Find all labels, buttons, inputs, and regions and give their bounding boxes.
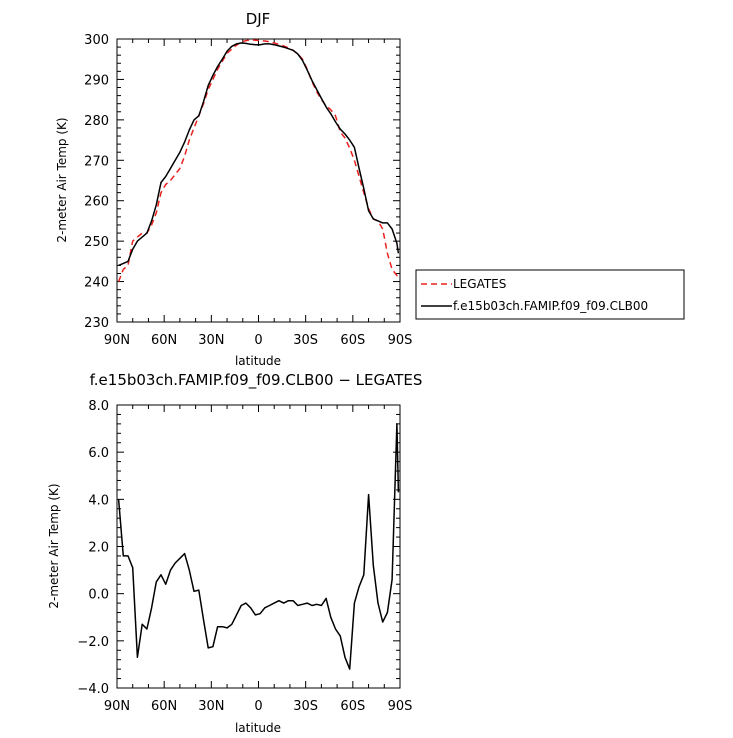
top-chart-series <box>117 39 400 282</box>
top-chart-series-line-1 <box>118 42 400 267</box>
bottom-chart-y-ticks: −4.0 −2.0 0.0 2.0 4.0 6.0 8.0 <box>77 399 400 697</box>
top-chart-x-tick-label: 0 <box>254 333 262 348</box>
top-chart-title: DJF <box>246 10 271 28</box>
bottom-chart-y-tick-label: −4.0 <box>77 682 109 697</box>
bottom-chart-x-tick-label: 60S <box>340 699 365 714</box>
top-chart-y-tick-label: 270 <box>84 154 109 169</box>
top-chart-x-tick-label: 90S <box>388 333 413 348</box>
top-chart-x-tick-label: 60N <box>151 333 177 348</box>
bottom-chart-y-tick-label: 4.0 <box>88 493 109 508</box>
bottom-chart-y-tick-label: 0.0 <box>88 588 109 603</box>
top-chart-y-tick-label: 280 <box>84 114 109 129</box>
bottom-chart-y-axis-label: 2-meter Air Temp (K) <box>47 483 61 608</box>
bottom-chart-x-tick-label: 30N <box>198 699 224 714</box>
bottom-chart-y-tick-label: 2.0 <box>88 541 109 556</box>
bottom-chart-title: f.e15b03ch.FAMIP.f09_f09.CLB00 − LEGATES <box>90 371 423 390</box>
bottom-chart-y-tick-label: 8.0 <box>88 399 109 414</box>
bottom-chart-y-tick-label: 6.0 <box>88 446 109 461</box>
top-chart-x-ticks: 90N 60N 30N 0 30S 60S 90S <box>104 39 413 348</box>
top-chart-x-tick-label: 90N <box>104 333 130 348</box>
top-chart-x-axis-label: latitude <box>235 354 281 368</box>
top-chart-frame <box>116 38 401 323</box>
bottom-chart-x-tick-label: 60N <box>151 699 177 714</box>
bottom-chart-x-tick-label: 0 <box>254 699 262 714</box>
bottom-chart-x-ticks: 90N 60N 30N 0 30S 60S 90S <box>104 405 413 714</box>
bottom-chart-x-axis-label: latitude <box>235 721 281 735</box>
top-chart-y-tick-label: 260 <box>84 195 109 210</box>
top-chart-x-tick-label: 30N <box>198 333 224 348</box>
legend-label-model: f.e15b03ch.FAMIP.f09_f09.CLB00 <box>453 299 648 313</box>
bottom-chart-series-line-0 <box>117 423 400 670</box>
top-chart-y-tick-label: 240 <box>84 276 109 291</box>
top-chart-y-ticks: 230 240 250 260 270 280 290 300 <box>84 33 400 331</box>
bottom-chart-x-tick-label: 90S <box>388 699 413 714</box>
top-chart-y-tick-label: 230 <box>84 316 109 331</box>
bottom-chart-y-tick-label: −2.0 <box>77 635 109 650</box>
bottom-chart-x-tick-label: 30S <box>293 699 318 714</box>
top-chart-y-tick-label: 290 <box>84 73 109 88</box>
bottom-chart-panel: f.e15b03ch.FAMIP.f09_f09.CLB00 − LEGATES… <box>47 371 422 735</box>
bottom-chart-frame <box>116 404 401 689</box>
top-chart-x-tick-label: 30S <box>293 333 318 348</box>
top-chart-y-tick-label: 300 <box>84 33 109 48</box>
bottom-chart-x-tick-label: 90N <box>104 699 130 714</box>
bottom-chart-series <box>117 423 400 670</box>
top-chart-y-axis-label: 2-meter Air Temp (K) <box>55 117 69 242</box>
top-chart-legend: LEGATES f.e15b03ch.FAMIP.f09_f09.CLB00 <box>415 269 685 320</box>
top-chart-y-tick-label: 250 <box>84 235 109 250</box>
legend-frame <box>415 269 685 320</box>
top-chart-series-line-0 <box>117 39 399 282</box>
top-chart-x-tick-label: 60S <box>340 333 365 348</box>
legend-label-legates: LEGATES <box>453 277 506 291</box>
top-chart-panel: DJF 90N 60N 30N 0 30S 60S 90S 2302402502602702… <box>55 10 685 368</box>
